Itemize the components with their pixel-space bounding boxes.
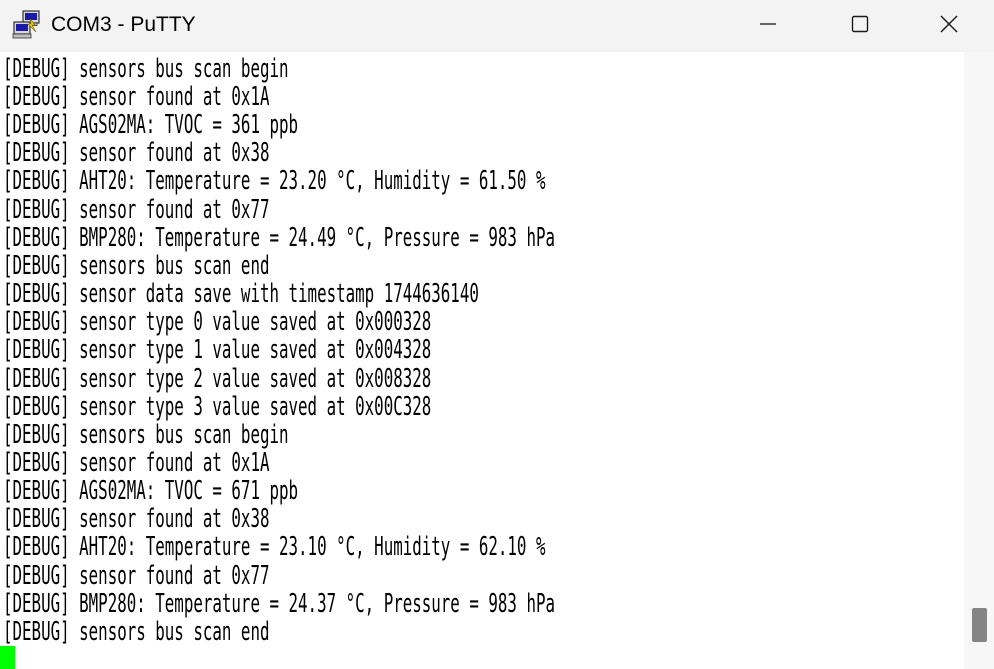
terminal-line: [DEBUG] AGS02MA: TVOC = 671 ppb bbox=[3, 476, 299, 506]
terminal-line: [DEBUG] sensor found at 0x77 bbox=[3, 195, 270, 225]
terminal-line: [DEBUG] sensor type 1 value saved at 0x0… bbox=[3, 335, 432, 365]
terminal-cursor bbox=[0, 646, 15, 669]
maximize-button[interactable] bbox=[814, 0, 906, 52]
terminal-output[interactable]: [DEBUG] sensors bus scan begin [DEBUG] s… bbox=[0, 52, 964, 669]
title-bar[interactable]: COM3 - PuTTY bbox=[0, 0, 994, 52]
terminal-line: [DEBUG] sensor type 3 value saved at 0x0… bbox=[3, 392, 432, 422]
terminal-line: [DEBUG] sensors bus scan end bbox=[3, 251, 270, 281]
scrollbar-thumb[interactable] bbox=[972, 608, 987, 642]
terminal-line: [DEBUG] sensor type 0 value saved at 0x0… bbox=[3, 307, 432, 337]
maximize-icon bbox=[850, 14, 870, 39]
window-title: COM3 - PuTTY bbox=[51, 13, 196, 36]
terminal-line: [DEBUG] sensor data save with timestamp … bbox=[3, 279, 479, 309]
terminal-line: [DEBUG] sensors bus scan begin bbox=[3, 54, 289, 84]
terminal-line: [DEBUG] sensors bus scan end bbox=[3, 617, 270, 647]
terminal-line: [DEBUG] sensor found at 0x1A bbox=[3, 82, 270, 112]
terminal-line: [DEBUG] BMP280: Temperature = 24.37 °C, … bbox=[3, 589, 556, 619]
minimize-button[interactable] bbox=[722, 0, 814, 52]
terminal-line: [DEBUG] sensor found at 0x38 bbox=[3, 138, 270, 168]
terminal-line: [DEBUG] sensor found at 0x38 bbox=[3, 504, 270, 534]
terminal-line: [DEBUG] sensor type 2 value saved at 0x0… bbox=[3, 364, 432, 394]
terminal-line: [DEBUG] sensor found at 0x77 bbox=[3, 561, 270, 591]
terminal-line: [DEBUG] BMP280: Temperature = 24.49 °C, … bbox=[3, 223, 556, 253]
terminal-line: [DEBUG] AGS02MA: TVOC = 361 ppb bbox=[3, 110, 299, 140]
close-icon bbox=[939, 14, 959, 39]
vertical-scrollbar[interactable] bbox=[964, 52, 994, 669]
terminal-line: [DEBUG] AHT20: Temperature = 23.20 °C, H… bbox=[3, 166, 546, 196]
putty-icon[interactable] bbox=[11, 10, 43, 40]
terminal-line: [DEBUG] sensors bus scan begin bbox=[3, 420, 289, 450]
minimize-icon bbox=[758, 14, 778, 39]
close-button[interactable] bbox=[903, 0, 994, 52]
terminal-line: [DEBUG] sensor found at 0x1A bbox=[3, 448, 270, 478]
terminal-line: [DEBUG] AHT20: Temperature = 23.10 °C, H… bbox=[3, 532, 546, 562]
